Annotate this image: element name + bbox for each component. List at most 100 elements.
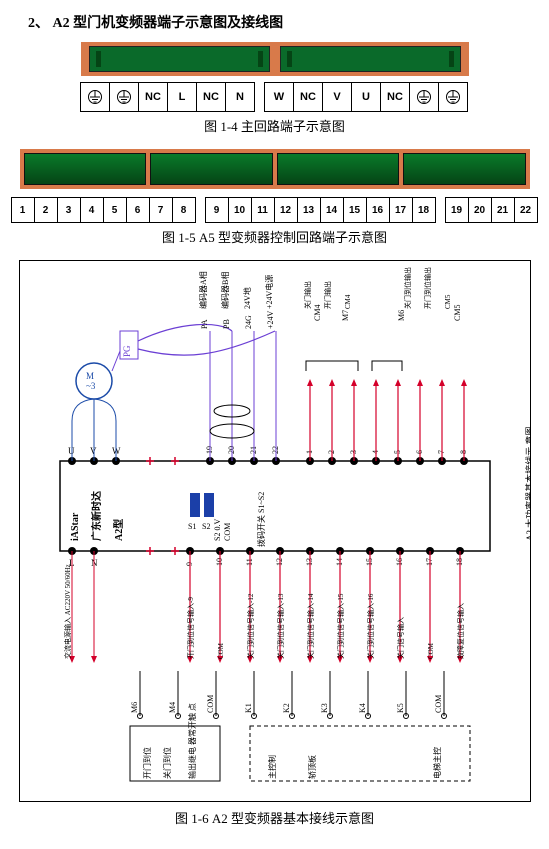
connector-photo-1 [81,42,469,76]
terminal-cell [109,82,139,112]
terminal-cell: 2 [34,197,58,223]
terminal-cell: 12 [274,197,298,223]
svg-text:编码器A相: 编码器A相 [198,271,208,309]
terminal-cell: 3 [57,197,81,223]
svg-text:iAStar: iAStar [70,512,81,541]
terminal-cell: 21 [491,197,515,223]
terminal-cell: 18 [412,197,436,223]
fig2-caption: 图 1-5 A5 型变频器控制回路端子示意图 [8,227,541,246]
fig1-terminal-row: NCLNCN WNCVUNC [8,82,541,112]
terminal-cell: NC [196,82,226,112]
svg-text:M: M [86,371,94,381]
terminal-cell: NC [380,82,410,112]
terminal-cell: 16 [366,197,390,223]
terminal-cell: 10 [228,197,252,223]
svg-text:24V地: 24V地 [242,287,252,309]
svg-text:COM: COM [223,523,232,541]
svg-text:关门到位信号输入-16: 关门到位信号输入-16 [366,593,375,659]
svg-text:PA: PA [200,319,209,329]
svg-text:M6: M6 [130,702,139,713]
terminal-cell [409,82,439,112]
svg-text:CM5: CM5 [444,294,452,309]
terminal-cell: 20 [468,197,492,223]
svg-text:24G: 24G [244,315,253,329]
svg-text:主控制: 主控制 [267,755,277,779]
svg-text:开门到位: 开门到位 [142,747,152,779]
terminal-cell: 22 [514,197,538,223]
svg-text:关门信号输入: 关门信号输入 [396,617,405,659]
svg-text:K5: K5 [396,703,405,713]
fig1-caption: 图 1-4 主回路端子示意图 [8,116,541,135]
svg-text:COM: COM [434,695,443,713]
svg-text:关门到位信号输入-13: 关门到位信号输入-13 [276,593,285,659]
svg-text:COM: COM [217,642,225,659]
svg-text:关门输出: 关门输出 [303,281,312,309]
page-title: 2、 A2 型门机变频器端子示意图及接线图 [28,12,541,32]
svg-text:CM4: CM4 [344,294,352,309]
svg-text:开门到位信号输入-9: 开门到位信号输入-9 [186,597,195,659]
svg-text:~3: ~3 [86,381,96,391]
svg-text:交流电源输入 AC220V 50/60Hz: 交流电源输入 AC220V 50/60Hz [63,564,72,659]
terminal-cell: 13 [297,197,321,223]
wiring-diagram: iAStar广东新时达A2型S1S2S2 0.VCOM拨码开关 S1~S2UVW… [19,260,531,802]
svg-text:广东新时达: 广东新时达 [90,491,103,541]
terminal-cell: 6 [126,197,150,223]
svg-text:关门到位信号输入-12: 关门到位信号输入-12 [246,593,255,659]
terminal-cell: 7 [149,197,173,223]
svg-text:PG: PG [122,345,132,357]
svg-text:CM4: CM4 [313,305,322,321]
svg-text:编码器B相: 编码器B相 [220,272,230,309]
svg-text:拨码开关 S1~S2: 拨码开关 S1~S2 [256,492,266,547]
terminal-cell: 5 [103,197,127,223]
terminal-cell: L [167,82,197,112]
svg-text:PB: PB [222,319,231,329]
terminal-cell: V [322,82,352,112]
connector-photo-2 [20,149,530,189]
svg-text:轿顶板: 轿顶板 [307,755,317,779]
svg-text:M6: M6 [397,310,406,321]
terminal-cell: 15 [343,197,367,223]
terminal-cell: 14 [320,197,344,223]
svg-text:关门到位输出: 关门到位输出 [403,267,412,309]
svg-text:S2: S2 [202,522,210,531]
terminal-cell: 4 [80,197,104,223]
terminal-cell: NC [138,82,168,112]
terminal-cell: U [351,82,381,112]
svg-text:开门到位输出: 开门到位输出 [423,267,432,309]
svg-text:K1: K1 [244,703,253,713]
svg-text:COM: COM [206,695,215,713]
svg-text:K2: K2 [282,703,291,713]
svg-text:+24V: +24V [266,310,275,329]
svg-text:故障复位信号输入: 故障复位信号输入 [456,603,465,659]
terminal-cell: 9 [205,197,229,223]
terminal-cell [438,82,468,112]
svg-text:M4: M4 [168,702,177,713]
terminal-cell: W [264,82,294,112]
terminal-cell: N [225,82,255,112]
svg-text:开门输出: 开门输出 [323,281,332,309]
svg-text:CM5: CM5 [453,305,462,321]
terminal-cell: 19 [445,197,469,223]
fig2-terminal-row: 12345678910111213141516171819202122 [8,197,541,223]
terminal-cell: 1 [11,197,35,223]
svg-text:关门到位: 关门到位 [162,747,172,779]
svg-text:S1: S1 [188,522,196,531]
terminal-cell [80,82,110,112]
svg-text:电梯主控: 电梯主控 [432,747,442,779]
terminal-cell: 17 [389,197,413,223]
svg-text:关门到位信号输入-14: 关门到位信号输入-14 [306,593,315,659]
diagram-side-label: A2 大功率器基本接线示 意图 [523,426,531,541]
svg-text:关门到位信号输入-15: 关门到位信号输入-15 [336,593,345,659]
svg-text:K4: K4 [358,703,367,713]
svg-text:M7: M7 [341,310,350,321]
terminal-cell: 11 [251,197,275,223]
svg-text:输出继电 器常开触 点: 输出继电 器常开触 点 [187,703,197,779]
svg-text:+24V电源: +24V电源 [264,275,274,309]
svg-text:COM: COM [427,642,435,659]
svg-text:A2型: A2型 [112,519,125,541]
fig3-caption: 图 1-6 A2 型变频器基本接线示意图 [8,808,541,827]
svg-text:S2 0.V: S2 0.V [213,519,222,541]
terminal-cell: NC [293,82,323,112]
svg-text:K3: K3 [320,703,329,713]
terminal-cell: 8 [172,197,196,223]
